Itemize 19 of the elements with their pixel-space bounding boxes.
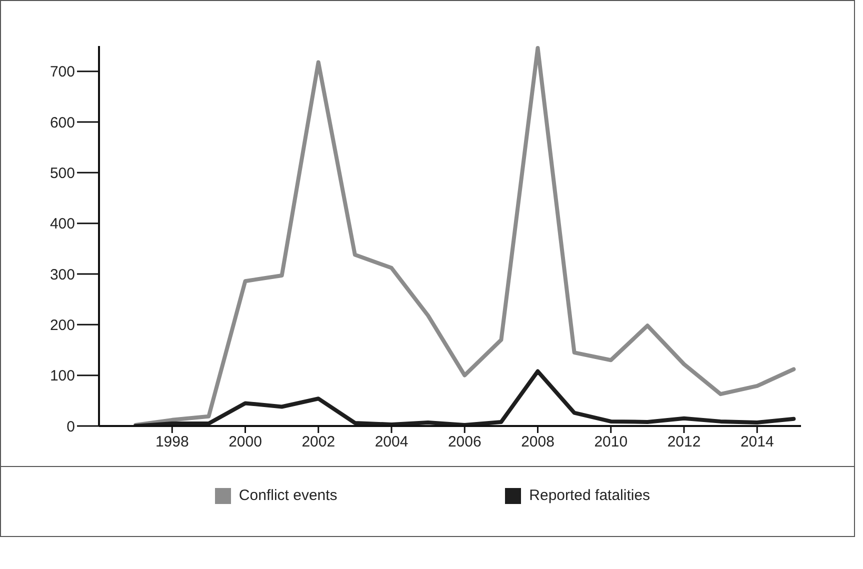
x-tick-label: 2004 [374, 434, 408, 451]
x-tick-label: 2006 [448, 434, 482, 451]
legend-label: Reported fatalities [529, 487, 650, 504]
x-tick-label: 1998 [155, 434, 189, 451]
y-tick-label: 600 [50, 114, 75, 132]
x-tick-label: 2014 [740, 434, 774, 451]
y-tick-label: 100 [50, 368, 75, 385]
x-tick-label: 2008 [521, 434, 554, 451]
y-tick-label: 200 [50, 316, 75, 334]
y-tick-label: 700 [50, 64, 75, 81]
y-tick-label: 400 [50, 216, 75, 233]
legend-label: Conflict events [238, 487, 338, 504]
x-tick-label: 2002 [302, 434, 336, 451]
y-tick-label: 0 [66, 418, 75, 436]
x-tick-label: 2010 [594, 434, 628, 451]
x-tick-label: 2012 [667, 434, 701, 451]
x-tick-label: 2000 [228, 434, 262, 451]
y-tick-label: 500 [50, 164, 75, 182]
y-tick-label: 300 [50, 266, 75, 284]
